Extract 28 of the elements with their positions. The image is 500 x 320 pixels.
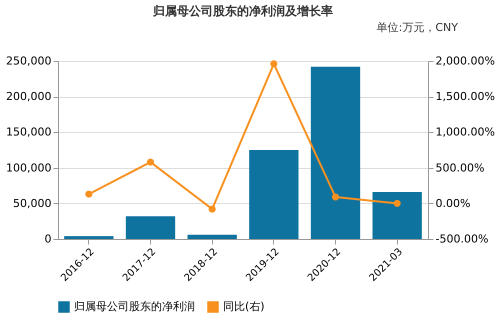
y-tick-label: 200,000: [6, 90, 52, 104]
bar: [249, 150, 298, 239]
legend-label: 归属母公司股东的净利润: [74, 300, 195, 313]
bar: [188, 234, 237, 239]
chart-title: 归属母公司股东的净利润及增长率: [152, 4, 333, 18]
point: [332, 193, 340, 201]
y-tick-label: 250,000: [6, 54, 52, 68]
bar: [310, 66, 360, 239]
y2-tick-label: 1,000.00%: [436, 126, 495, 139]
y2-tick-label: 0.00%: [436, 196, 470, 210]
y-tick-label: 150,000: [6, 126, 52, 139]
point: [270, 60, 278, 68]
legend-label: 同比(右): [223, 300, 265, 313]
bar: [372, 192, 422, 239]
y-tick-label: 0: [44, 232, 52, 246]
bar: [64, 236, 114, 239]
y-tick-label: 50,000: [13, 196, 52, 210]
point: [208, 206, 216, 213]
point: [394, 200, 401, 207]
y2-tick-label: 1,500.00%: [436, 90, 495, 104]
y2-tick-label: 2,000.00%: [436, 54, 495, 68]
bar: [126, 216, 176, 239]
y2-tick-label: 500.00%: [436, 161, 484, 174]
y2-tick-label: -500.00%: [436, 232, 488, 246]
point: [85, 190, 92, 198]
y-tick-label: 100,000: [6, 161, 52, 174]
text: 单位:万元，CNY: [376, 21, 458, 34]
point: [146, 158, 154, 166]
